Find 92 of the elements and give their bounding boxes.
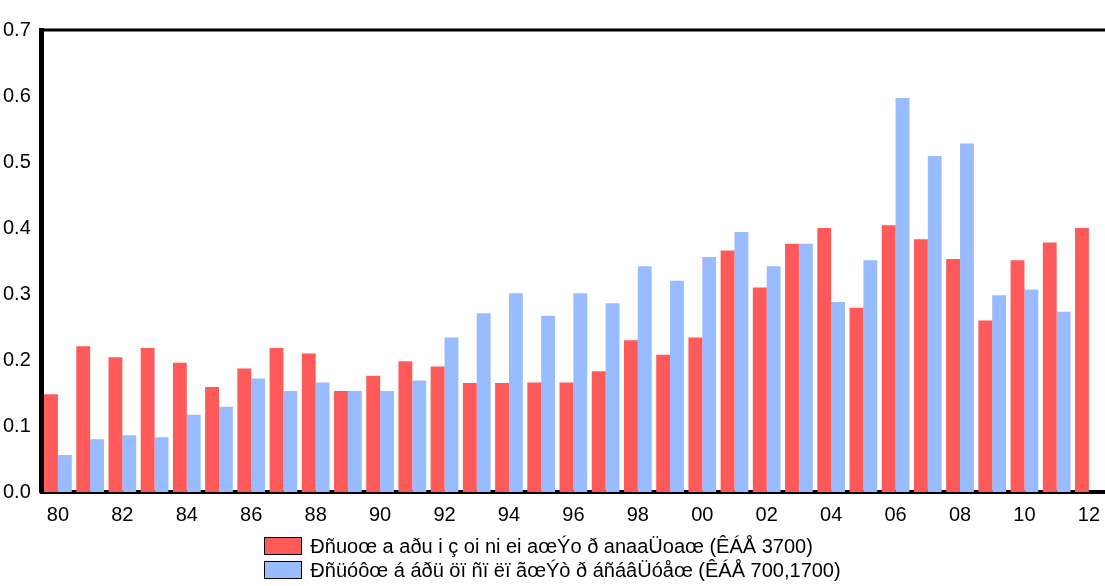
bar (366, 375, 381, 492)
x-tick-label: 96 (562, 502, 585, 525)
bar (766, 266, 781, 492)
x-tick-label: 02 (755, 502, 778, 525)
y-tick-label: 0.0 (2, 479, 31, 502)
bar (334, 391, 348, 492)
x-tick-label: 90 (368, 502, 392, 525)
x-tick-label: 86 (240, 502, 263, 525)
bar (140, 348, 155, 492)
bar (734, 231, 749, 492)
bar (720, 250, 735, 492)
x-tick-label: 98 (626, 502, 649, 525)
bar (1075, 228, 1089, 492)
bar (1024, 289, 1039, 492)
bar (656, 354, 671, 492)
x-tick-label: 92 (433, 502, 456, 525)
bar (541, 315, 556, 492)
bar (637, 266, 652, 492)
bar (863, 260, 878, 492)
bar (591, 371, 606, 492)
x-tick-label: 00 (691, 502, 714, 525)
bar (301, 353, 316, 492)
y-tick-label: 0.2 (2, 347, 31, 370)
bar (573, 293, 588, 492)
x-tick-label: 06 (884, 502, 907, 525)
bar (992, 295, 1007, 492)
x-tick-label: 94 (497, 502, 521, 525)
bar (347, 391, 362, 492)
x-tick-label: 80 (46, 502, 70, 525)
bar (90, 439, 104, 492)
bar (1056, 311, 1071, 492)
bar (559, 382, 574, 492)
bar (702, 257, 717, 492)
x-tick-label: 84 (175, 502, 198, 525)
y-tick-label: 0.7 (2, 17, 31, 40)
bar (44, 394, 58, 492)
bar (785, 243, 799, 492)
legend-label: Ðñuoœ a aðu i ç oi ni ei aœÝo ð anaaÜoaœ (ÊÁÅ 3700) (310, 534, 813, 558)
bar (186, 414, 201, 492)
bar (412, 380, 427, 492)
bar (849, 307, 864, 492)
bar (831, 301, 845, 492)
bar (269, 348, 284, 492)
x-tick-label: 82 (111, 502, 134, 525)
bar (927, 156, 942, 492)
bar (670, 280, 684, 492)
x-tick-label: 88 (304, 502, 327, 525)
y-tick-label: 0.4 (2, 215, 31, 238)
bar (798, 243, 813, 492)
y-tick-label: 0.6 (2, 83, 31, 106)
x-tick-label: 04 (820, 502, 843, 525)
bar (237, 368, 252, 492)
bar (108, 357, 123, 492)
bar (444, 337, 459, 492)
bar (1010, 260, 1025, 492)
y-tick-label: 0.1 (2, 413, 31, 436)
bar (476, 313, 491, 492)
bar (508, 293, 523, 492)
bar (623, 340, 638, 492)
bar (154, 437, 169, 492)
bar (251, 378, 266, 492)
bar (960, 143, 974, 492)
bar (978, 320, 993, 492)
y-tick-label: 0.3 (2, 281, 31, 304)
bar (380, 391, 394, 492)
bar (219, 406, 233, 492)
bar (527, 382, 542, 492)
bar (1042, 242, 1057, 492)
bar (752, 287, 767, 492)
bar (57, 455, 72, 492)
bar (688, 337, 703, 492)
x-tick-label: 10 (1013, 502, 1036, 525)
bar (122, 435, 137, 492)
x-tick-label: 08 (948, 502, 972, 525)
bar (172, 362, 187, 492)
bar (283, 391, 298, 492)
bar (605, 303, 620, 492)
bar (495, 383, 509, 492)
y-tick-label: 0.5 (2, 149, 31, 172)
bar (430, 366, 445, 492)
x-tick-label: 12 (1077, 502, 1101, 525)
bar (946, 259, 961, 492)
bar (462, 383, 477, 492)
bar (895, 97, 910, 492)
bar (913, 239, 928, 492)
bar (205, 387, 219, 492)
bar (76, 346, 91, 492)
bar (881, 225, 896, 492)
bar (398, 361, 413, 492)
legend-label: Ðñüóôœ á áðü öï ñï ëï ãœÝò ð áñáâÜóåœ (ÊÁÅ 700,1700) (310, 558, 841, 582)
bar (315, 382, 330, 492)
bar (817, 228, 832, 492)
